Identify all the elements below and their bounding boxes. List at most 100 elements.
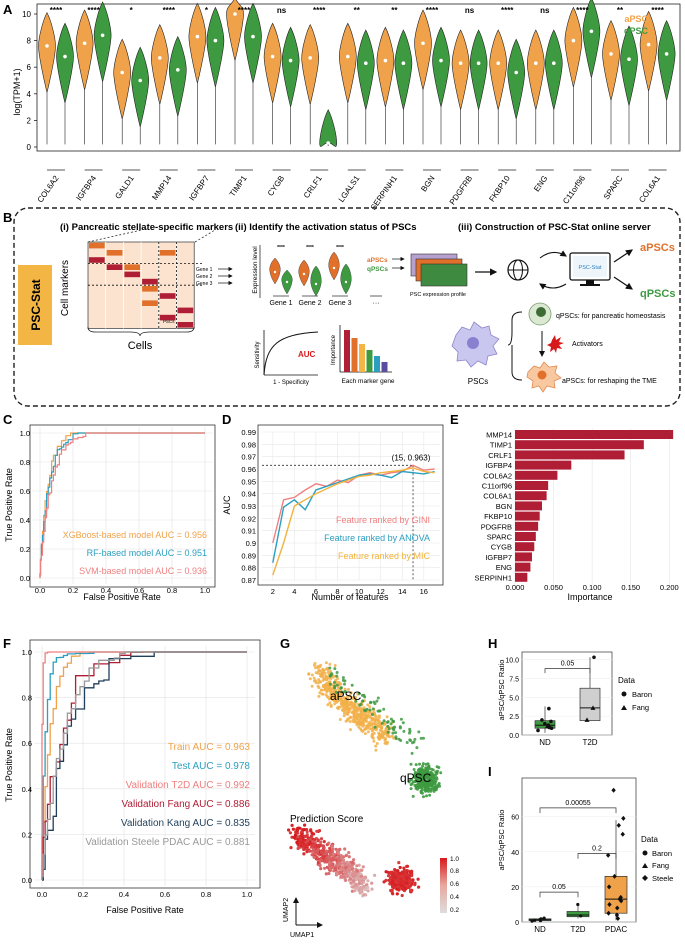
umap-score-point <box>335 872 339 876</box>
umap-score-point <box>321 845 325 849</box>
umap-score-point <box>397 871 401 875</box>
umap-score-point <box>366 879 370 883</box>
median-dot <box>609 52 613 56</box>
panel-f-ylabel: True Positive Rate <box>4 728 14 802</box>
umap-score-point <box>366 889 370 893</box>
umap-psc-type <box>307 661 443 799</box>
umap-point-qpsc <box>373 702 377 706</box>
y-tick-label: 0.95 <box>241 477 256 486</box>
activator-icon <box>547 335 564 353</box>
umap-point-apsc <box>317 686 321 690</box>
umap-score-point <box>342 875 346 879</box>
umap-score-point <box>395 892 399 896</box>
apscs-small-legend: aPSCs <box>367 257 388 264</box>
umap-point-apsc <box>368 705 372 709</box>
median-dot <box>45 44 49 48</box>
median-dot <box>476 61 481 66</box>
umap-score-point <box>324 852 328 856</box>
umap-point-apsc <box>363 727 367 731</box>
igfbp4-apsc-violin <box>75 9 94 90</box>
mmp14-apsc-violin <box>150 23 169 105</box>
umap-point-apsc <box>378 737 382 741</box>
y-tick-label: 0.92 <box>241 514 256 523</box>
umap-point-apsc <box>331 675 335 679</box>
x-tick-label: 0.2 <box>68 586 78 595</box>
significance-mark: ns <box>465 6 475 15</box>
umap-point-apsc <box>342 705 346 709</box>
umap-point-qpsc <box>414 785 418 789</box>
umap-point-apsc <box>316 664 320 668</box>
umap-point-apsc <box>361 730 365 733</box>
section-i-title: (i) Pancreatic stellate-specific markers <box>60 222 233 233</box>
bar-category-label: CYGB <box>491 543 512 552</box>
timp1-qpsc-violin <box>244 2 262 84</box>
umap-score-point <box>288 831 292 835</box>
median-dot <box>439 58 443 63</box>
median-dot <box>496 61 501 66</box>
legend-entry: Validation Steele PDAC AUC = 0.881 <box>85 837 250 848</box>
panel-h-legend-fang: Fang <box>632 703 649 712</box>
median-dot <box>138 78 142 83</box>
significance-mark: ns <box>277 6 287 15</box>
panel-label-d: D <box>222 412 231 427</box>
umap-point-qpsc <box>424 776 428 780</box>
gene-label: MMP14 <box>150 174 173 202</box>
umap-point-qpsc <box>370 713 374 716</box>
umap-point-apsc <box>381 730 385 734</box>
umap-point-qpsc <box>343 679 347 683</box>
serpinh1-apsc-violin <box>376 26 395 108</box>
umap-point-apsc <box>359 716 363 719</box>
bar-category-label: MMP14 <box>486 431 512 440</box>
umap-point-qpsc <box>368 708 372 712</box>
data-point <box>616 822 621 828</box>
umap-point-apsc <box>321 684 325 688</box>
heatmap-cell <box>159 314 176 321</box>
panel-e: E 0.000 0.050 0.100 0.150 0.200 MMP14TIMP1CRL… <box>450 412 679 602</box>
umap-point-apsc <box>338 682 342 686</box>
umap-score-point <box>403 887 407 891</box>
fkbp10-apsc-violin <box>489 29 508 110</box>
umap-score-point <box>330 844 335 848</box>
y-tick-label: 0.93 <box>241 502 256 511</box>
auc-label: AUC <box>298 350 316 359</box>
umap-score-point <box>327 871 331 876</box>
umap-score-point <box>341 859 345 863</box>
sig-bracket <box>577 853 617 859</box>
panel-c: C 0.0 0.0 0.2 0.2 0.4 0.4 0.6 0.6 0.8 0.8 1.0 1.0 X… <box>3 412 216 602</box>
umap-score-point <box>382 880 386 884</box>
umap-point-apsc <box>383 738 387 742</box>
x-tick-label: 0.100 <box>583 583 602 592</box>
umap-point-qpsc <box>389 717 393 721</box>
umap-point-qpsc <box>434 776 438 779</box>
umap-score-point <box>320 850 324 854</box>
umap-point-qpsc <box>335 671 339 674</box>
panel-f-roc-curves <box>41 651 247 881</box>
importance-bar <box>515 430 674 439</box>
bar-category-label: COL6A1 <box>483 492 512 501</box>
umap-score-point <box>319 840 323 844</box>
umap-point-apsc <box>317 694 321 698</box>
median-dot <box>195 34 200 39</box>
median-dot <box>120 70 124 75</box>
median-dot <box>458 61 463 66</box>
t2d-box <box>579 687 601 722</box>
umap-point-apsc <box>329 689 333 693</box>
ytick-label: 8 <box>27 37 32 46</box>
umap-point-qpsc <box>382 707 386 711</box>
y-tick-label: 0.4 <box>22 785 32 794</box>
y-tick-label: 0.6 <box>22 739 32 748</box>
data-point <box>618 898 624 904</box>
umap-point-apsc <box>377 719 381 723</box>
umap-point-apsc <box>338 718 342 721</box>
umap-point-apsc <box>352 716 356 720</box>
x-tick-label: 0.8 <box>201 890 211 899</box>
umap-point-qpsc <box>358 703 362 707</box>
umap-score-point <box>393 875 397 880</box>
y-tick-label: 5.0 <box>509 695 519 702</box>
umap-score-point <box>329 865 333 870</box>
umap-point-apsc <box>334 699 338 703</box>
importance-bar <box>515 470 558 480</box>
umap-point-qpsc <box>423 780 427 784</box>
mini-median <box>285 280 289 284</box>
marker-heatmap <box>87 241 203 329</box>
